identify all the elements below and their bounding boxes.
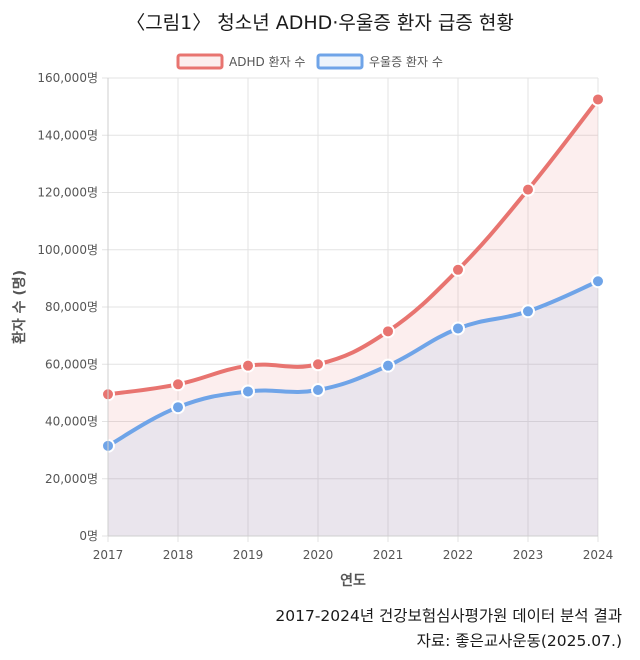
data-point-depression[interactable] [591, 274, 605, 289]
y-tick-label: 20,000명 [45, 472, 98, 486]
x-tick-label: 2022 [443, 548, 474, 562]
x-tick-label: 2023 [513, 548, 544, 562]
series-area-depression [108, 281, 598, 536]
x-tick-label: 2024 [583, 548, 614, 562]
y-tick-label: 0명 [79, 529, 98, 543]
data-point-adhd[interactable] [171, 377, 185, 392]
legend-swatch-depression[interactable] [316, 53, 364, 70]
y-tick-label: 140,000명 [37, 128, 98, 142]
data-point-adhd[interactable] [311, 357, 325, 372]
source-note-line1: 2017-2024년 건강보험심사평가원 데이터 분석 결과 [275, 607, 622, 625]
chart-title: 〈그림1〉 청소년 ADHD·우울증 환자 급증 현황 [126, 12, 514, 34]
x-tick-label: 2020 [303, 548, 334, 562]
series-area-adhd [108, 99, 598, 536]
y-axis-title: 환자 수 (명) [11, 270, 28, 344]
data-point-depression[interactable] [451, 321, 465, 336]
data-point-adhd[interactable] [381, 324, 395, 339]
data-point-depression[interactable] [311, 383, 325, 398]
data-point-depression[interactable] [171, 400, 185, 415]
data-point-depression[interactable] [521, 304, 535, 319]
data-point-adhd[interactable] [451, 262, 465, 277]
source-note-line2: 자료: 좋은교사운동(2025.07.) [416, 632, 622, 650]
series-line-depression [106, 279, 600, 448]
legend-label-depression[interactable]: 우울증 환자 수 [369, 55, 443, 69]
y-tick-label: 60,000명 [45, 357, 98, 371]
x-axis-title: 연도 [340, 573, 366, 589]
y-tick-label: 160,000명 [37, 71, 98, 85]
y-tick-label: 40,000명 [45, 415, 98, 429]
data-point-adhd[interactable] [241, 358, 255, 373]
x-tick-label: 2017 [93, 548, 124, 562]
x-tick-label: 2018 [163, 548, 194, 562]
data-point-depression[interactable] [381, 358, 395, 373]
chart-area: 0명 20,000명 40,000명 60,000명 80,000명 100,000명 12… [11, 53, 614, 589]
legend-swatch-adhd[interactable] [176, 53, 224, 70]
y-tick-label: 100,000명 [37, 243, 98, 257]
x-tick-label: 2019 [233, 548, 264, 562]
data-point-adhd[interactable] [591, 92, 605, 107]
legend-label-adhd[interactable]: ADHD 환자 수 [229, 55, 305, 69]
data-point-depression[interactable] [241, 384, 255, 399]
data-point-adhd[interactable] [521, 182, 535, 197]
x-tick-label: 2021 [373, 548, 404, 562]
y-tick-label: 80,000명 [45, 300, 98, 314]
y-tick-label: 120,000명 [37, 186, 98, 200]
